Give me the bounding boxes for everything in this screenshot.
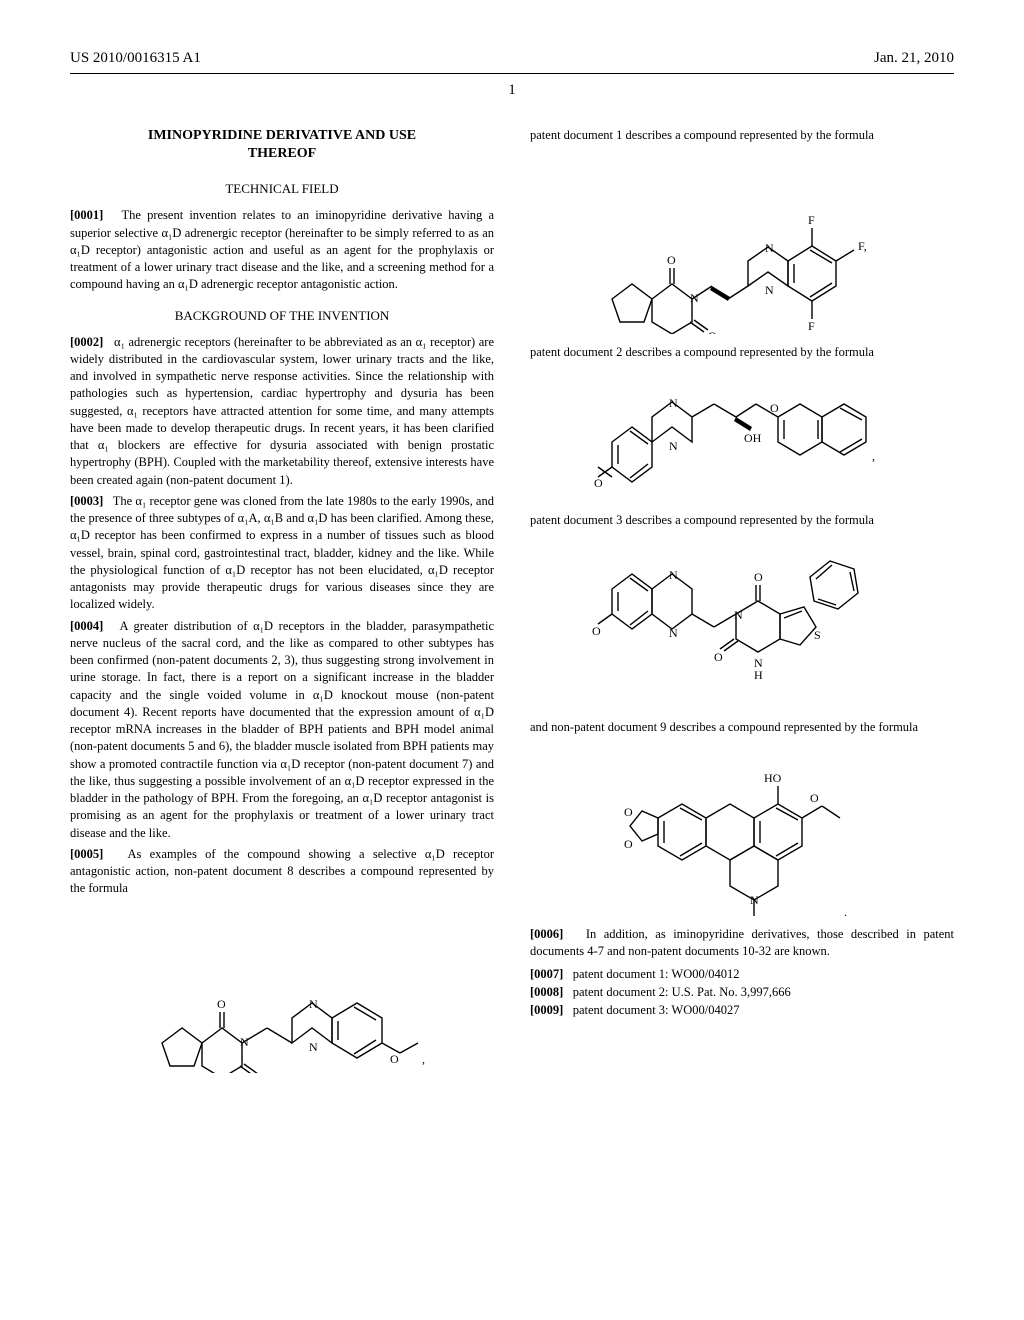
svg-text:N: N xyxy=(750,893,759,907)
paragraph-0007: [0007] patent document 1: WO00/04012 xyxy=(530,965,954,983)
svg-text:N: N xyxy=(734,608,743,622)
para-num: [0003] xyxy=(70,494,103,508)
para-num: [0002] xyxy=(70,335,103,349)
chemical-structure-3: N N OH O O , xyxy=(592,372,892,502)
chemical-structure-5: O O HO O N . xyxy=(612,746,872,916)
chemical-structure-1: O O N N N O , xyxy=(132,908,432,1073)
svg-text:.: . xyxy=(844,905,847,916)
para-num: [0008] xyxy=(530,985,563,999)
svg-text:O: O xyxy=(708,329,717,334)
paragraph-0004: [0004] A greater distribution of α₁D rec… xyxy=(70,618,494,842)
svg-text:,: , xyxy=(422,1052,425,1066)
svg-text:O: O xyxy=(624,805,633,819)
svg-text:N: N xyxy=(669,568,678,582)
svg-text:O: O xyxy=(592,624,601,638)
svg-text:O: O xyxy=(754,570,763,584)
svg-text:HO: HO xyxy=(764,771,782,785)
svg-text:N: N xyxy=(309,997,318,1011)
paragraph-0006: [0006] In addition, as iminopyridine der… xyxy=(530,926,954,961)
para-text: In addition, as iminopyridine derivative… xyxy=(530,927,954,958)
patent-title: IMINOPYRIDINE DERIVATIVE AND USE THEREOF xyxy=(70,127,494,163)
two-column-body: IMINOPYRIDINE DERIVATIVE AND USE THEREOF… xyxy=(70,127,954,1083)
para-num: [0001] xyxy=(70,208,103,222)
svg-text:N: N xyxy=(669,396,678,410)
page-header: US 2010/0016315 A1 Jan. 21, 2010 xyxy=(70,50,954,74)
page-number: 1 xyxy=(70,82,954,99)
patent-page: US 2010/0016315 A1 Jan. 21, 2010 1 IMINO… xyxy=(0,0,1024,1320)
svg-text:N: N xyxy=(309,1040,318,1054)
paragraph-0001: [0001] The present invention relates to … xyxy=(70,207,494,293)
para-num: [0004] xyxy=(70,619,103,633)
svg-text:F: F xyxy=(808,319,815,333)
svg-text:O: O xyxy=(594,476,603,490)
svg-text:O: O xyxy=(217,997,226,1011)
pd3-intro: patent document 3 describes a compound r… xyxy=(530,512,954,529)
svg-text:O: O xyxy=(714,650,723,664)
publication-date: Jan. 21, 2010 xyxy=(874,50,954,67)
para-num: [0005] xyxy=(70,847,103,861)
title-line-1: IMINOPYRIDINE DERIVATIVE AND USE xyxy=(148,128,416,143)
para-text: patent document 1: WO00/04012 xyxy=(573,967,740,981)
para-text: The present invention relates to an imin… xyxy=(70,208,494,291)
svg-text:OH: OH xyxy=(744,431,762,445)
right-column: patent document 1 describes a compound r… xyxy=(530,127,954,1083)
para-text: patent document 2: U.S. Pat. No. 3,997,6… xyxy=(573,985,791,999)
left-column: IMINOPYRIDINE DERIVATIVE AND USE THEREOF… xyxy=(70,127,494,1083)
svg-text:O: O xyxy=(624,837,633,851)
pd2-intro: patent document 2 describes a compound r… xyxy=(530,344,954,361)
chemical-structure-4: N N N N H O O S O xyxy=(592,539,892,709)
svg-text:O: O xyxy=(770,401,779,415)
para-text: patent document 3: WO00/04027 xyxy=(573,1003,740,1017)
svg-text:N: N xyxy=(765,283,774,297)
svg-text:N: N xyxy=(765,241,774,255)
section-technical-field: TECHNICAL FIELD xyxy=(70,181,494,197)
paragraph-0009: [0009] patent document 3: WO00/04027 xyxy=(530,1001,954,1019)
svg-text:,: , xyxy=(872,449,875,463)
paragraph-0005: [0005] As examples of the compound showi… xyxy=(70,846,494,898)
para-num: [0009] xyxy=(530,1003,563,1017)
svg-text:N: N xyxy=(690,291,699,305)
svg-text:N: N xyxy=(669,626,678,640)
reference-list: [0007] patent document 1: WO00/04012 [00… xyxy=(530,965,954,1019)
paragraph-0002: [0002] α₁ adrenergic receptors (hereinaf… xyxy=(70,334,494,489)
svg-text:S: S xyxy=(814,628,821,642)
title-line-2: THEREOF xyxy=(248,146,316,161)
svg-text:N: N xyxy=(669,439,678,453)
pd1-intro: patent document 1 describes a compound r… xyxy=(530,127,954,144)
section-background: BACKGROUND OF THE INVENTION xyxy=(70,308,494,324)
paragraph-0003: [0003] The α₁ receptor gene was cloned f… xyxy=(70,493,494,614)
svg-text:H: H xyxy=(754,668,763,682)
para-num: [0006] xyxy=(530,927,563,941)
svg-text:N: N xyxy=(240,1035,249,1049)
svg-text:O: O xyxy=(667,253,676,267)
svg-text:O: O xyxy=(810,791,819,805)
chemical-structure-2: O O N N N F F, F xyxy=(592,154,892,334)
paragraph-0008: [0008] patent document 2: U.S. Pat. No. … xyxy=(530,983,954,1001)
npd9-intro: and non-patent document 9 describes a co… xyxy=(530,719,954,736)
para-text: As examples of the compound showing a se… xyxy=(70,847,494,896)
svg-text:F: F xyxy=(808,213,815,227)
para-num: [0007] xyxy=(530,967,563,981)
para-text: A greater distribution of α₁D receptors … xyxy=(70,619,494,840)
svg-text:O: O xyxy=(390,1052,399,1066)
para-text: The α₁ receptor gene was cloned from the… xyxy=(70,494,494,612)
publication-number: US 2010/0016315 A1 xyxy=(70,50,201,67)
svg-text:F,: F, xyxy=(858,239,867,253)
para-text: α₁ adrenergic receptors (hereinafter to … xyxy=(70,335,494,487)
